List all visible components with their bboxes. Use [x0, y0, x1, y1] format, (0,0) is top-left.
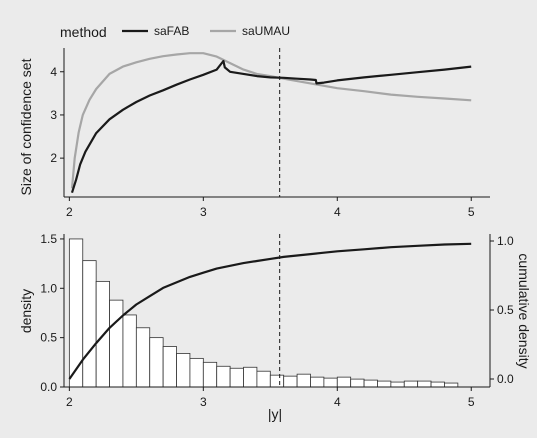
histogram-bar: [229, 367, 244, 388]
histogram-bar: [363, 379, 378, 388]
histogram-bar: [109, 299, 124, 388]
top-lines: [70, 48, 472, 197]
histogram-bar: [256, 370, 271, 388]
top-panel: Size of confidence set 2 3 4 2 3 4 5: [18, 48, 490, 219]
bottom-y-tick-label: 1.5: [40, 232, 57, 246]
top-x-tick-label: 2: [66, 205, 73, 219]
top-x-tick-label: 3: [200, 205, 207, 219]
bottom-x-ticks: 2 3 4 5: [66, 387, 475, 409]
bottom-x-tick-label: 4: [334, 395, 341, 409]
histogram-bar: [336, 376, 352, 388]
bottom-x-axis-title: |y|: [268, 406, 282, 422]
legend-label-saumau: saUMAU: [242, 24, 290, 38]
top-y-axis-title: Size of confidence set: [18, 58, 34, 195]
histogram-bar: [430, 381, 445, 388]
series-line-saumau: [70, 52, 472, 189]
series-line-safab: [70, 59, 472, 194]
top-x-tick-label: 4: [334, 205, 341, 219]
bottom-y-axis-title: density: [18, 289, 34, 333]
histogram-bar: [403, 380, 419, 388]
histogram-bar: [122, 314, 137, 388]
legend-label-safab: saFAB: [154, 24, 189, 38]
top-y-tick-label: 2: [50, 151, 57, 165]
histogram-bar: [417, 380, 432, 388]
histogram-bar: [149, 337, 164, 388]
histogram-bar: [202, 361, 218, 388]
histogram-bar: [269, 374, 285, 388]
histogram-bar: [377, 380, 392, 388]
histogram-bar: [390, 381, 405, 388]
legend: method saFAB saUMAU: [60, 24, 290, 40]
histogram-bar: [323, 377, 338, 388]
histogram-bar: [135, 327, 151, 388]
histogram-bar: [296, 373, 311, 388]
bottom-y-axis-right-title: cumulative density: [516, 253, 532, 368]
histogram-bars: [68, 238, 459, 388]
cumulative-density-line: [68, 242, 472, 380]
bottom-x-tick-label: 2: [66, 395, 73, 409]
top-x-ticks: 2 3 4 5: [66, 197, 475, 219]
histogram-bar: [444, 382, 459, 388]
histogram-bar: [283, 375, 298, 388]
histogram-bar: [68, 238, 84, 388]
histogram-bar: [350, 378, 365, 388]
bottom-lines: [68, 234, 472, 387]
top-x-tick-label: 5: [468, 205, 475, 219]
bottom-y-tick-label: 1.0: [40, 281, 57, 295]
bottom-y-ticks: 0.0 0.5 1.0 1.5: [40, 232, 64, 394]
histogram-bar: [176, 353, 191, 388]
bottom-y-ticks-right: 0.0 0.5 1.0: [490, 234, 514, 386]
legend-title: method: [60, 24, 107, 40]
histogram-bar: [162, 346, 177, 388]
top-y-ticks: 2 3 4: [50, 65, 64, 165]
histogram-bar: [82, 260, 97, 388]
histogram-bar: [189, 357, 204, 388]
bottom-x-tick-label: 5: [468, 395, 475, 409]
bottom-x-tick-label: 3: [200, 395, 207, 409]
bottom-y-right-tick-label: 0.5: [497, 303, 514, 317]
histogram-bar: [216, 365, 231, 388]
top-y-tick-label: 4: [50, 65, 57, 79]
histogram-bar: [243, 366, 258, 388]
bottom-y-tick-label: 0.0: [40, 380, 57, 394]
bottom-y-right-tick-label: 1.0: [497, 234, 514, 248]
top-y-tick-label: 3: [50, 108, 57, 122]
bottom-y-tick-label: 0.5: [40, 331, 57, 345]
bottom-y-right-tick-label: 0.0: [497, 372, 514, 386]
histogram-bar: [310, 376, 325, 388]
bottom-panel: density cumulative density |y| 0.0 0.5 1.0…: [18, 232, 532, 422]
